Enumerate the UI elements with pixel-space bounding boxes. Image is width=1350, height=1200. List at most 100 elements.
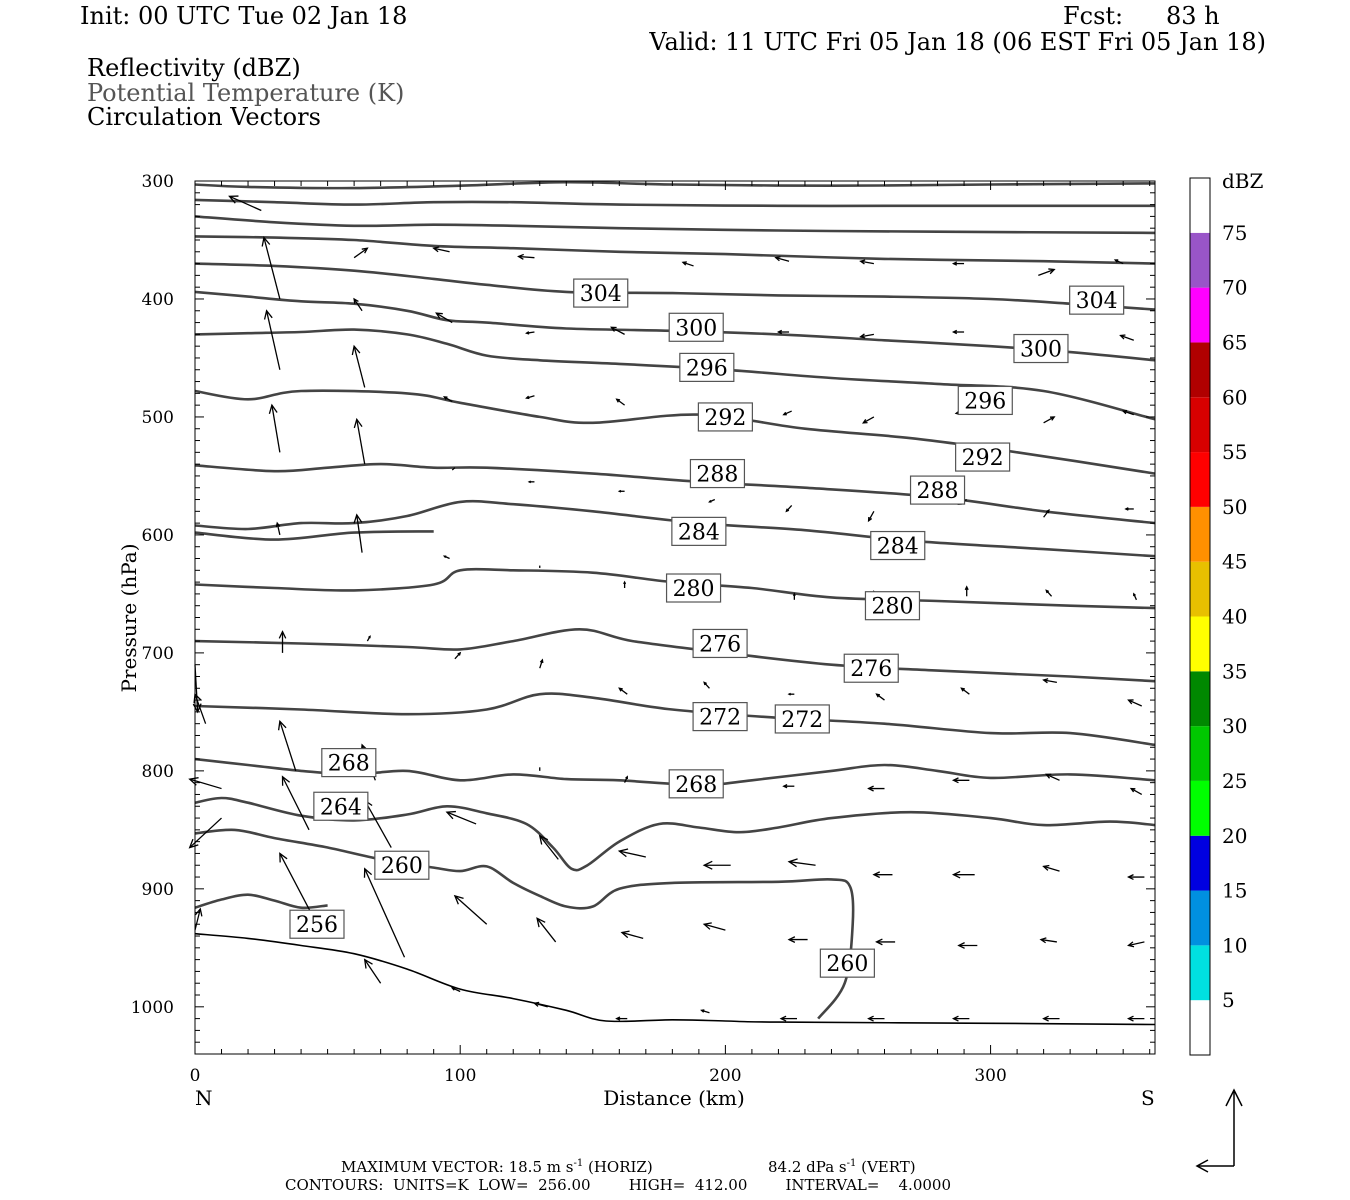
vector-head [875, 938, 883, 946]
circulation-vector [1043, 416, 1056, 424]
y-tick-label: 700 [142, 644, 174, 664]
vector-head [792, 592, 796, 597]
colorbar-swatch [1190, 232, 1210, 288]
vector-shaft [353, 298, 363, 312]
contour-label-text: 292 [962, 446, 1004, 471]
circulation-vector [268, 403, 281, 453]
terrain-line [194, 932, 1156, 1026]
colorbar-swatch [1190, 835, 1210, 891]
y-tick-label: 800 [142, 762, 174, 782]
vector-shaft [1130, 787, 1143, 796]
y-axis-label: Pressure (hPa) [117, 544, 141, 693]
vector-shaft [279, 721, 297, 772]
circulation-vector [517, 253, 535, 260]
contour-label-260: 260 [819, 948, 875, 978]
forecast-hour: 83 h [1166, 2, 1220, 30]
vector-shaft [621, 931, 644, 940]
contour-label-box [573, 278, 629, 308]
circulation-vector [1044, 773, 1060, 781]
circulation-vector [703, 681, 710, 689]
circulation-vector [366, 635, 371, 642]
vector-shaft [446, 811, 477, 825]
x-axis-label: Distance (km) [603, 1086, 745, 1110]
contour-label-256: 256 [289, 909, 345, 939]
vector-shaft [364, 959, 382, 984]
vector-head [279, 852, 288, 863]
circulation-vector [859, 333, 875, 339]
vector-shaft [611, 326, 625, 335]
vector-shaft [1038, 268, 1055, 276]
vector-head [1121, 409, 1128, 415]
field-circulation-vectors: Circulation Vectors [87, 103, 321, 131]
vector-shaft [1122, 410, 1134, 416]
vector-head [435, 312, 443, 319]
contour-label-box [697, 402, 753, 432]
contour-label-box [692, 628, 748, 659]
y-tick-label: 600 [142, 526, 174, 546]
vector-shaft [263, 237, 281, 300]
circulation-vector [872, 871, 893, 879]
vector-head [281, 775, 291, 786]
circulation-vector [351, 344, 366, 388]
circulation-vector [615, 1016, 628, 1021]
contour-label-box [955, 442, 1011, 472]
vector-head [867, 1015, 874, 1022]
circulation-vector [1133, 592, 1138, 601]
x-axis-end-south: S [1141, 1086, 1155, 1110]
vector-head [263, 309, 273, 320]
circulation-vector [281, 775, 310, 831]
vector-head [782, 411, 787, 416]
circulation-vector [536, 917, 557, 943]
axis-ticks: 300 400 500 600 700 800 900 1000 0 100 200 300 [131, 172, 1155, 1086]
contour-label-text: 276 [699, 632, 741, 657]
circulation-vector [700, 1009, 710, 1014]
vector-shaft [1040, 938, 1057, 943]
vector-head [353, 417, 363, 429]
contour-label-box [1069, 285, 1125, 315]
contour-label-text: 272 [781, 708, 823, 733]
colorbar-swatch [1190, 616, 1210, 672]
reference-vector [1195, 1088, 1243, 1173]
circulation-vector [525, 395, 535, 400]
circulation-vector [353, 513, 363, 553]
circulation-vector [861, 416, 875, 424]
vector-shaft [775, 257, 790, 262]
contour-label-box [668, 312, 724, 342]
vector-shaft [435, 312, 453, 324]
contour-label-box [689, 458, 746, 489]
vector-head [1126, 1015, 1134, 1022]
vector-head [450, 987, 456, 991]
theta-contour-300 [194, 290, 1156, 362]
vector-head [617, 489, 622, 493]
circulation-vector [1129, 787, 1143, 796]
theta-contour-280 [194, 567, 1156, 610]
contour-label-text: 272 [699, 706, 741, 731]
circulation-vector [435, 312, 453, 324]
vector-head [1049, 416, 1056, 421]
vector-shaft [229, 195, 262, 212]
vector-head [1129, 787, 1136, 793]
circulation-vector [957, 942, 978, 949]
colorbar-swatch [1190, 726, 1210, 781]
vector-head [776, 329, 783, 335]
circulation-vector [277, 719, 297, 772]
circulation-vector [1042, 678, 1057, 684]
circulation-vector [1126, 1015, 1145, 1022]
contour-label-box [668, 769, 724, 799]
circulation-vector [353, 297, 363, 312]
colorbar-swatch [1190, 342, 1210, 398]
vector-shaft [356, 514, 363, 553]
contour-label-276: 276 [692, 628, 748, 659]
vector-shaft [265, 310, 281, 370]
contour-label-text: 288 [917, 479, 959, 504]
vector-head [951, 777, 959, 784]
theta-contour-260 [194, 828, 855, 1020]
vector-head [623, 580, 627, 585]
circulation-vector [618, 687, 628, 695]
contour-label-text: 300 [675, 316, 717, 341]
colorbar-label: 65 [1222, 330, 1247, 354]
contour-label-text: 264 [320, 795, 362, 820]
theta-contour-288 [194, 462, 1156, 525]
vector-head [1044, 773, 1052, 779]
